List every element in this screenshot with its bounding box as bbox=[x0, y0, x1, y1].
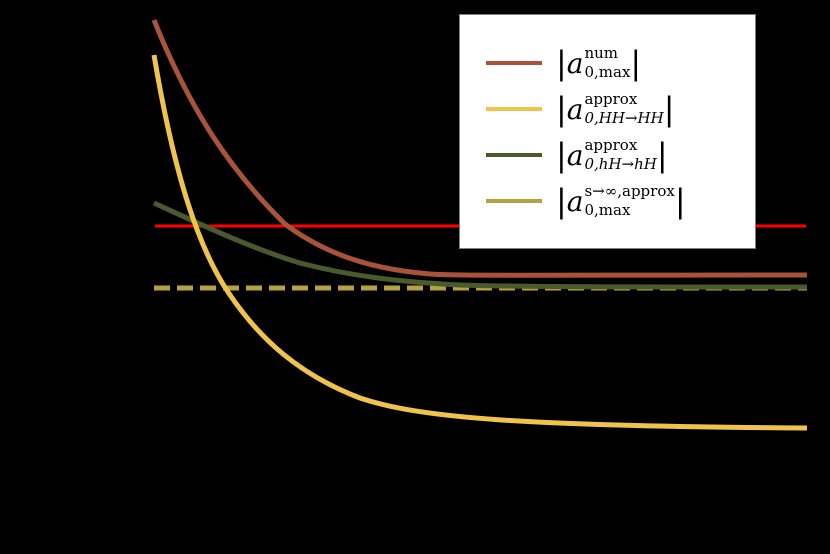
legend-swatch-HH bbox=[486, 107, 542, 111]
legend-item-limit: | a s→∞,approx 0,max | bbox=[486, 181, 686, 221]
legend-item-hH: | a approx 0,hH→hH | bbox=[486, 135, 668, 175]
legend-label-HH: | a approx 0,HH→HH | bbox=[556, 90, 675, 128]
legend-swatch-num bbox=[486, 61, 542, 65]
legend-swatch-limit bbox=[486, 199, 542, 203]
legend-label-hH: | a approx 0,hH→hH | bbox=[556, 136, 668, 174]
legend-label-num: | a num 0,max | bbox=[556, 44, 642, 82]
series-num bbox=[151, 19, 808, 278]
series-HH-approx bbox=[151, 54, 808, 431]
legend-item-HH: | a approx 0,HH→HH | bbox=[486, 89, 674, 129]
legend: | a num 0,max | | a approx 0,HH→HH | | a approx 0,h… bbox=[459, 14, 756, 249]
legend-label-limit: | a s→∞,approx 0,max | bbox=[556, 182, 686, 220]
legend-swatch-hH bbox=[486, 153, 542, 157]
series-hH-approx bbox=[152, 200, 808, 290]
legend-item-num: | a num 0,max | bbox=[486, 43, 641, 83]
